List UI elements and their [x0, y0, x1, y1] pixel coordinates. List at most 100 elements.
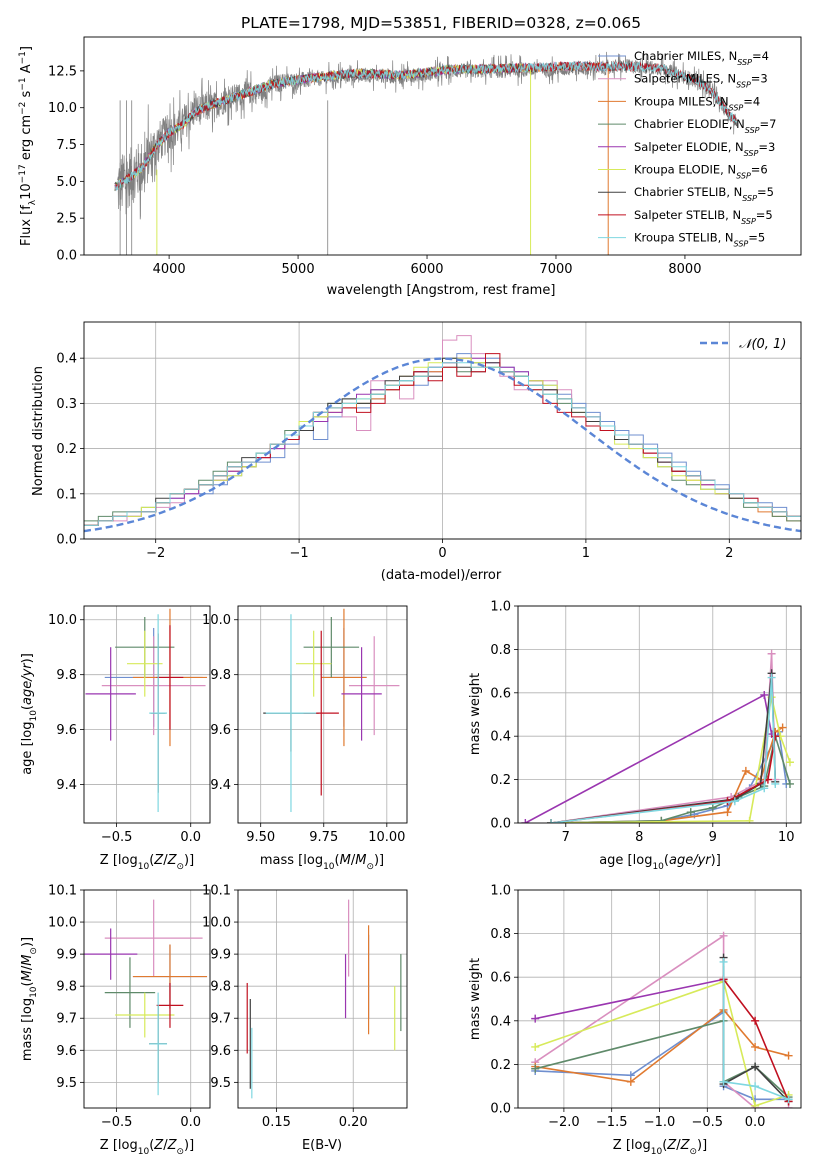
- axes-mass-weight-vs-Z: −2.0 −1.5 −1.0 −0.5 0.0 0.0 0.2 0.4 0.6 0.8 1.0 Z […: [468, 884, 802, 1157]
- x-tick-label: 7: [562, 830, 570, 845]
- y-tick-label: 9.7: [56, 1012, 77, 1027]
- x-tick-label: 1: [582, 546, 590, 561]
- label-part: (: [664, 853, 669, 868]
- y-tick-label: 0.6: [490, 971, 511, 986]
- mass-weight-line: [534, 980, 789, 1107]
- label-part: M: [340, 853, 351, 868]
- legend-suffix: =3: [758, 140, 775, 154]
- label-part: ⊙: [366, 862, 374, 872]
- mass-weight-line: [722, 961, 789, 1101]
- plot-area: [263, 608, 400, 813]
- label-part: (: [149, 853, 154, 868]
- label-part: Z: [153, 1138, 164, 1153]
- label-part: s: [19, 90, 34, 101]
- label-part: )]: [20, 937, 35, 947]
- y-tick-label: 5.0: [56, 175, 77, 190]
- gaussian-curve: [84, 357, 801, 533]
- axes-age-vs-Z: −0.5 0.09.49.69.810.0Z [log10(Z/Z⊙)]age […: [20, 605, 211, 872]
- x-tick-label: 0.0: [180, 1115, 201, 1130]
- mass-weight-marker: [730, 797, 739, 806]
- mass-weight-marker: [771, 732, 780, 741]
- label-part: Z: [167, 1138, 178, 1153]
- mass-weight-marker: [626, 1077, 635, 1086]
- label-part: Z: [153, 853, 164, 868]
- mass-weight-marker: [760, 784, 769, 793]
- legend-text: Salpeter STELIB, N: [634, 208, 741, 222]
- y-tick-label: 0.2: [490, 1058, 511, 1073]
- y-axis-label: mass weight: [468, 958, 483, 1040]
- x-tick-label: 8: [635, 830, 643, 845]
- label-part: mass [: [260, 853, 303, 868]
- error-bar-point: [149, 992, 168, 1096]
- x-tick-label: −2: [146, 546, 165, 561]
- label-part: ⊙: [29, 947, 39, 955]
- mass-weight-marker: [723, 808, 732, 817]
- label-part: age/yr: [669, 853, 712, 868]
- x-tick-label: 7000: [539, 262, 572, 277]
- mass-weight-marker: [778, 723, 787, 732]
- label-part: (: [20, 981, 35, 986]
- label-part: log: [303, 853, 323, 868]
- y-tick-label: 10.0: [48, 916, 77, 931]
- error-bar-point: [85, 647, 136, 741]
- x-axis-label: Z [log10(Z/Z⊙)]: [613, 1138, 707, 1157]
- error-bar-point: [321, 608, 367, 747]
- x-tick-label: 0.0: [180, 830, 201, 845]
- error-bar-point: [341, 647, 382, 741]
- mass-weight-marker: [531, 1014, 540, 1023]
- y-tick-label: 0.8: [490, 643, 511, 658]
- y-tick-label: 9.6: [210, 723, 231, 738]
- label-part: Z [: [613, 1138, 631, 1153]
- error-bar-point: [104, 957, 156, 1028]
- x-tick-label: −0.5: [101, 830, 133, 845]
- label-part: 10: [29, 710, 39, 722]
- label-part: /: [163, 853, 168, 868]
- x-tick-label: −1.5: [596, 1115, 628, 1130]
- label-part: Z [: [100, 853, 118, 868]
- label-part: /: [163, 1138, 168, 1153]
- legend-suffix: =4: [752, 49, 769, 63]
- label-part: mass [: [20, 1018, 35, 1061]
- error-bar-point: [303, 616, 360, 678]
- error-bar-point: [156, 982, 184, 1028]
- plot-area: [246, 899, 402, 1099]
- legend-label: Kroupa MILES, NSSP=4: [634, 94, 760, 112]
- legend-sub: SSP: [736, 171, 751, 180]
- mass-weight-marker: [784, 1051, 793, 1060]
- label-part: A: [19, 64, 34, 77]
- legend-label: 𝒩(0, 1): [739, 337, 786, 352]
- x-axis-label: mass [log10(M/M⊙)]: [260, 853, 384, 872]
- legend-label: Salpeter STELIB, NSSP=5: [634, 208, 773, 226]
- label-part: age/yr: [20, 662, 35, 705]
- label-part: /: [676, 1138, 681, 1153]
- label-part: 10: [19, 183, 34, 200]
- label-part: log: [631, 1138, 651, 1153]
- y-axis-label: Flux [fλ10−17 erg cm−2 s−1 A−1]: [18, 46, 38, 246]
- x-tick-label: 0.20: [339, 1115, 368, 1130]
- label-part: ]: [19, 46, 34, 51]
- label-part: −1: [18, 51, 28, 64]
- label-part: −2: [18, 102, 28, 115]
- label-part: M: [20, 970, 35, 981]
- y-tick-label: 0.0: [490, 1102, 511, 1117]
- x-axis-label: (data-model)/error: [381, 568, 502, 583]
- plot-area: [114, 51, 737, 255]
- x-tick-label: 0.0: [745, 1115, 766, 1130]
- x-tick-label: 8000: [668, 262, 701, 277]
- y-tick-label: 9.5: [210, 1076, 231, 1091]
- label-part: M: [20, 955, 35, 966]
- y-tick-label: 0.4: [490, 730, 511, 745]
- label-part: Z: [167, 853, 178, 868]
- y-tick-label: 9.7: [210, 1012, 231, 1027]
- mass-weight-marker: [751, 1062, 760, 1071]
- label-part: 10: [651, 1147, 663, 1157]
- legend-sub: SSP: [729, 103, 744, 112]
- mass-weight-marker: [531, 1042, 540, 1051]
- y-axis-label: mass [log10(M/M⊙)]: [20, 937, 39, 1061]
- residual-histogram: [84, 362, 801, 539]
- legend-text: Kroupa MILES, N: [634, 94, 729, 108]
- axes-mass-vs-ebv: 0.15 0.20 9.5 9.6 9.7 9.8 9.9 10.0 10.1 E(B-V): [202, 884, 408, 1153]
- legend-suffix: =7: [760, 117, 777, 131]
- axes-frame: [237, 605, 408, 824]
- legend-text: Chabrier ELODIE, N: [634, 117, 745, 131]
